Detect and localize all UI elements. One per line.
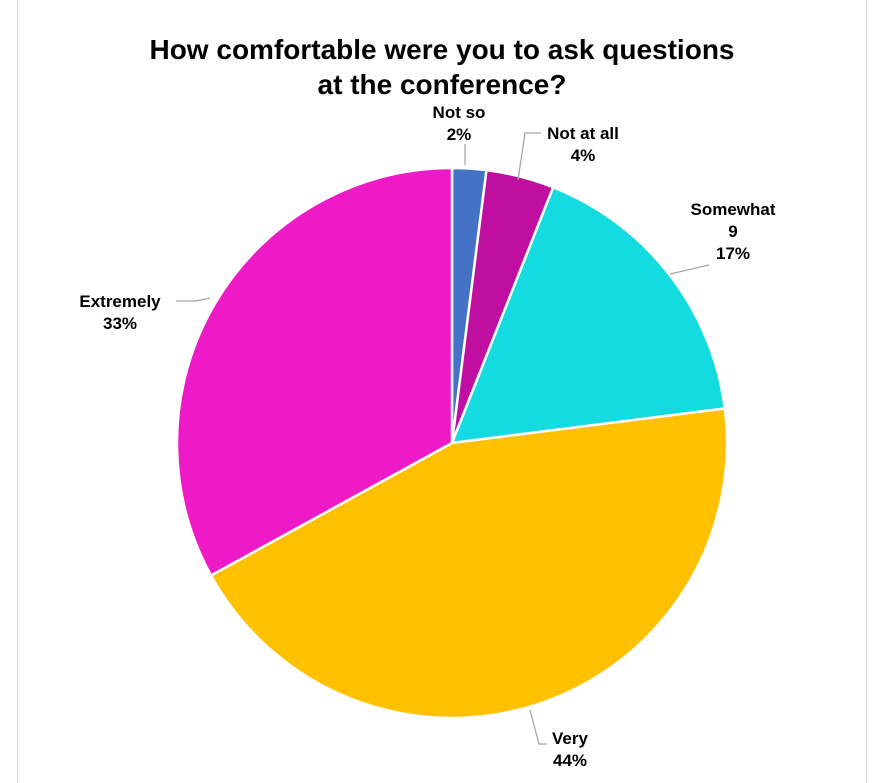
data-label-category: Somewhat: [690, 200, 775, 219]
data-label-somewhat: Somewhat 9 17%: [690, 200, 775, 263]
data-label-very: Very 44%: [552, 729, 588, 770]
chart-title-line-2: at the conference?: [317, 69, 567, 100]
chart-title: How comfortable were you to ask question…: [0, 32, 884, 102]
chart-frame: [17, 0, 867, 783]
leader-lines: [176, 132, 710, 745]
pie-slices: [175, 166, 729, 720]
data-label-percent: 17%: [716, 244, 750, 263]
leader-line-very: [529, 709, 547, 745]
data-label-category: Not at all: [547, 124, 619, 143]
data-label-percent: 4%: [571, 146, 596, 165]
data-label-percent: 44%: [553, 751, 587, 770]
leader-line-somewhat: [669, 264, 710, 275]
data-label-category: Not so: [433, 103, 486, 122]
pie-slice-somewhat: [450, 186, 727, 445]
data-label-extremely: Extremely 33%: [79, 292, 161, 333]
data-label-not-at-all: Not at all 4%: [547, 124, 619, 165]
data-label-category: Extremely: [79, 292, 161, 311]
leader-line-not-at-all: [517, 132, 541, 181]
data-label-percent: 33%: [103, 314, 137, 333]
data-label-category: Very: [552, 729, 588, 748]
chart-title-line-1: How comfortable were you to ask question…: [149, 34, 735, 65]
data-label-not-so: Not so 2%: [433, 103, 486, 144]
pie-slice-very: [209, 407, 729, 720]
leader-line-extremely: [176, 297, 211, 302]
data-label-count: 9: [728, 222, 737, 241]
data-label-percent: 2%: [447, 125, 472, 144]
data-labels: Not so 2% Not at all 4% Somewhat 9 17% Very 44% E…: [79, 103, 775, 770]
pie-slice-extremely: [175, 166, 454, 577]
